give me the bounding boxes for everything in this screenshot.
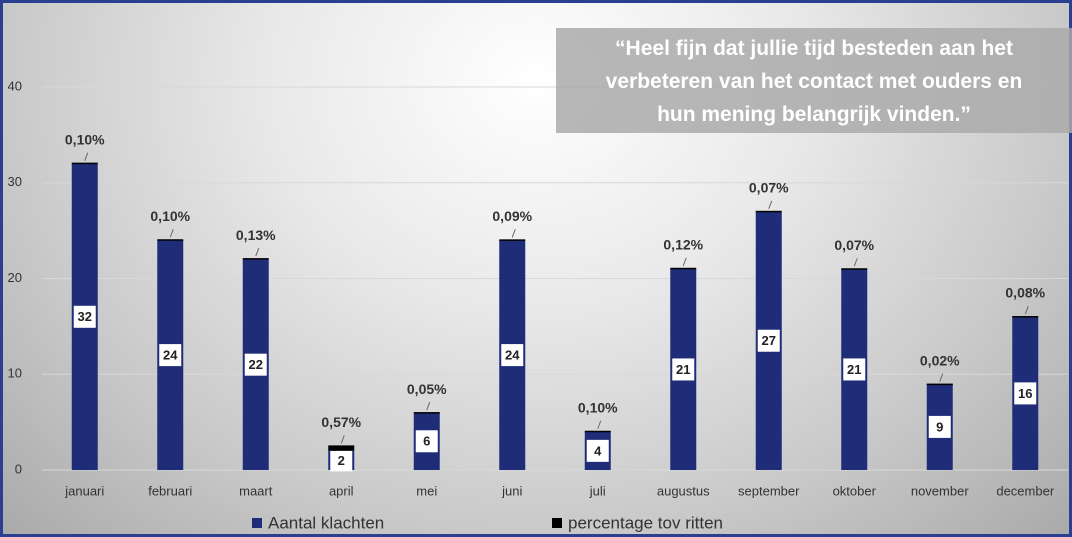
x-tick-label: maart	[239, 483, 273, 498]
data-label: 27	[762, 333, 776, 348]
legend-swatch	[552, 518, 562, 528]
data-label: 24	[505, 348, 520, 363]
bar-segment	[584, 430, 611, 433]
y-tick-label: 20	[8, 270, 22, 285]
x-tick-label: december	[996, 483, 1054, 498]
data-label-box	[586, 439, 609, 462]
bar-segment	[499, 239, 526, 241]
x-tick-label: november	[911, 483, 969, 498]
data-label: 4	[594, 443, 602, 458]
bar-segment	[157, 239, 184, 241]
data-label: 24	[163, 348, 178, 363]
leader-line	[768, 200, 773, 209]
x-tick-label: oktober	[833, 483, 877, 498]
x-tick-label: augustus	[657, 483, 710, 498]
data-label: 0,05%	[407, 381, 447, 397]
y-tick-label: 40	[8, 78, 22, 93]
leader-line	[511, 229, 516, 238]
data-label: 21	[676, 362, 690, 377]
data-label: 0,07%	[834, 237, 874, 253]
legend-label: percentage tov ritten	[568, 513, 723, 532]
y-tick-label: 0	[15, 461, 22, 476]
data-label: 21	[847, 362, 861, 377]
x-tick-label: mei	[416, 483, 437, 498]
data-label: 0,09%	[492, 208, 532, 224]
y-tick-label: 10	[8, 366, 22, 381]
bar-segment	[328, 445, 355, 451]
data-label: 0,57%	[321, 414, 361, 430]
data-label: 0,08%	[1005, 285, 1045, 301]
data-label-box	[928, 415, 951, 438]
data-label: 0,10%	[65, 131, 105, 147]
data-label-box	[1014, 382, 1037, 405]
leader-line	[426, 401, 431, 411]
bar-segment	[71, 162, 98, 165]
legend-swatch	[252, 518, 262, 528]
bar-segment	[670, 267, 697, 270]
data-label: 0,10%	[578, 399, 618, 415]
data-label: 2	[338, 453, 345, 468]
x-tick-label: juni	[501, 483, 522, 498]
data-label: 0,13%	[236, 227, 276, 243]
leader-line	[597, 420, 602, 429]
leader-line	[1024, 305, 1029, 315]
data-label: 0,07%	[749, 180, 789, 196]
data-label: 16	[1018, 386, 1032, 401]
data-label: 32	[78, 309, 92, 324]
leader-line	[255, 247, 260, 257]
data-label: 0,02%	[920, 352, 960, 368]
quote-line: verbeteren van het contact met ouders en	[605, 70, 1023, 93]
x-tick-label: juli	[589, 483, 606, 498]
data-label-box	[73, 305, 96, 328]
data-label: 6	[423, 434, 430, 449]
data-label-box	[672, 358, 695, 381]
data-label: 0,10%	[150, 208, 190, 224]
x-tick-label: februari	[148, 483, 192, 498]
x-tick-label: april	[329, 483, 354, 498]
leader-line	[340, 435, 345, 444]
leader-line	[84, 152, 89, 161]
quote-box: “Heel fijn dat jullie tijd besteden aan …	[556, 28, 1072, 133]
quote-line: “Heel fijn dat jullie tijd besteden aan …	[615, 37, 1013, 60]
data-label-box	[757, 329, 780, 352]
legend-label: Aantal klachten	[268, 513, 384, 532]
bar-segment	[926, 383, 953, 386]
bar-segment	[413, 412, 440, 414]
data-label-box	[244, 353, 267, 376]
bar-segment	[841, 268, 868, 270]
bar-segment	[1012, 316, 1039, 318]
data-label-box	[415, 430, 438, 453]
data-label-box	[501, 344, 524, 367]
y-tick-label: 30	[8, 174, 22, 189]
x-tick-label: september	[738, 483, 800, 498]
leader-line	[939, 373, 944, 382]
leader-line	[853, 258, 858, 267]
data-label: 9	[936, 419, 943, 434]
quote-line: hun mening belangrijk vinden.”	[657, 103, 971, 126]
data-label-box	[330, 449, 353, 472]
leader-line	[169, 229, 174, 238]
data-label-box	[159, 344, 182, 367]
bar-segment	[242, 258, 269, 260]
data-label: 22	[249, 357, 263, 372]
x-tick-label: januari	[64, 483, 104, 498]
data-label: 0,12%	[663, 236, 703, 252]
bar-segment	[755, 210, 782, 213]
leader-line	[682, 257, 687, 266]
data-label-box	[843, 358, 866, 381]
